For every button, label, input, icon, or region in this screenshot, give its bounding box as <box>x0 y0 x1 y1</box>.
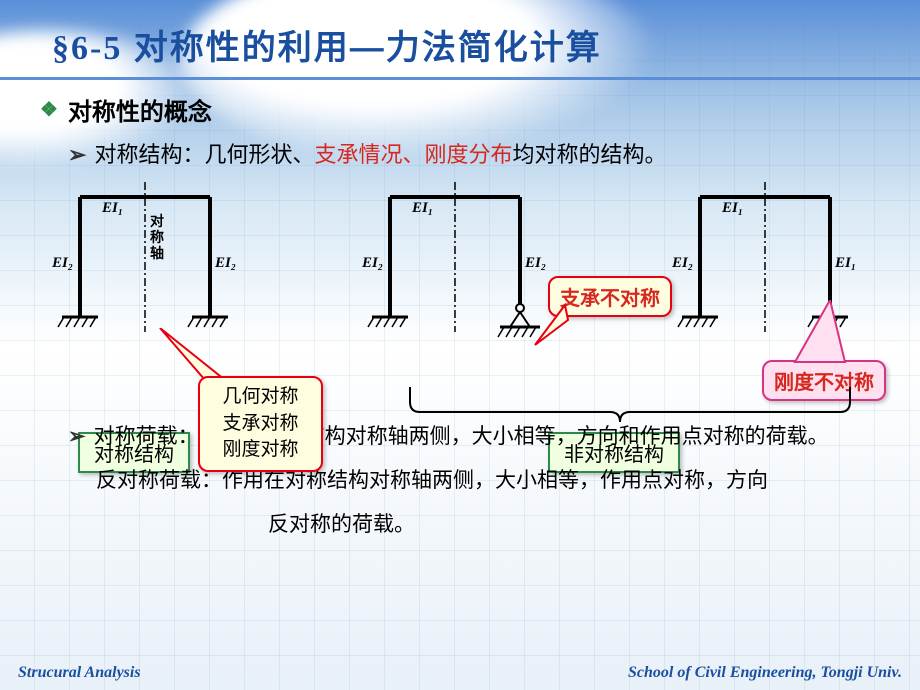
heading-text: 对称性的概念 <box>68 92 212 127</box>
definition-antisymmetric-load-cont: 反对称的荷载。 <box>268 505 880 545</box>
page-title: §6-5 对称性的利用—力法简化计算 <box>52 20 880 69</box>
footer-left: Strucural Analysis <box>18 664 141 682</box>
brace-asymmetric <box>400 382 860 432</box>
frame-svg-1: EI₁ EI₂ EI₂ 对 称 轴 <box>50 182 240 347</box>
heading-concept: ❖ 对称性的概念 <box>40 92 880 127</box>
arrow-bullet-icon: ➢ <box>68 137 86 172</box>
arrow-bullet-icon: ➢ <box>68 417 86 457</box>
callout-geometric-symmetry: 几何对称 支承对称 刚度对称 <box>198 376 323 472</box>
footer: Strucural Analysis School of Civil Engin… <box>0 664 920 682</box>
svg-text:EI₁: EI₁ <box>721 200 743 216</box>
axis-label: 对 <box>150 213 164 229</box>
ei2-label: EI₂ <box>214 255 236 271</box>
load-definitions: ➢ 对称荷载：作用在对称结构对称轴两侧，大小相等，方向和作用点对称的荷载。 反对… <box>68 417 880 545</box>
svg-text:EI₂: EI₂ <box>524 255 546 271</box>
footer-right: School of Civil Engineering, Tongji Univ… <box>628 664 902 682</box>
svg-text:EI₁: EI₁ <box>834 255 856 271</box>
axis-label: 称 <box>150 229 164 245</box>
svg-text:EI₁: EI₁ <box>411 200 433 216</box>
svg-text:EI₂: EI₂ <box>671 255 693 271</box>
section-number: §6-5 <box>52 30 122 67</box>
pointer-stiffness <box>790 300 860 365</box>
svg-text:EI₂: EI₂ <box>361 255 383 271</box>
title-bar: §6-5 对称性的利用—力法简化计算 <box>0 0 920 80</box>
definition-text: 对称结构：几何形状、支承情况、刚度分布均对称的结构。 <box>94 137 666 172</box>
ei2-label: EI₂ <box>51 255 73 271</box>
content-area: ❖ 对称性的概念 ➢ 对称结构：几何形状、支承情况、刚度分布均对称的结构。 <box>0 80 920 545</box>
definition-symmetric-structure: ➢ 对称结构：几何形状、支承情况、刚度分布均对称的结构。 <box>68 137 880 172</box>
ei1-label: EI₁ <box>101 200 123 216</box>
title-text: 对称性的利用—力法简化计算 <box>134 29 602 67</box>
axis-label: 轴 <box>150 245 164 261</box>
pointer-support <box>520 300 570 360</box>
diamond-bullet-icon: ❖ <box>40 97 58 122</box>
